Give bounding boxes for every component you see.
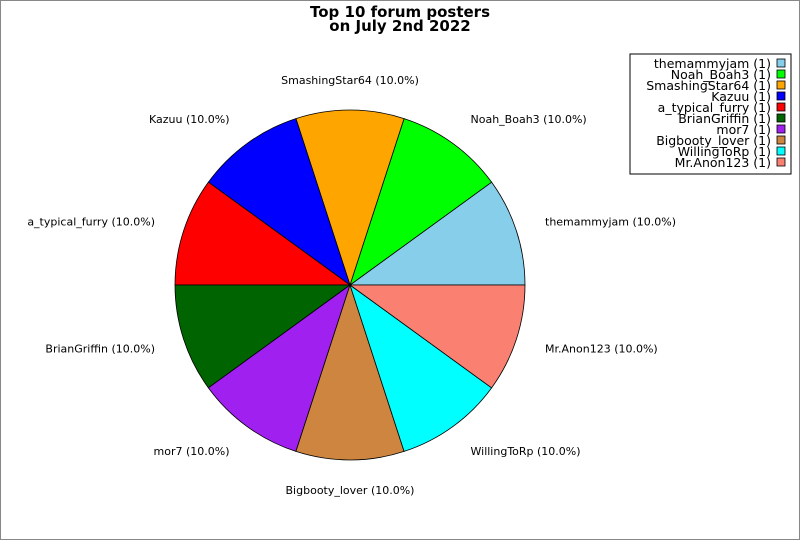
legend-label-kazuu: Kazuu (1) xyxy=(711,89,771,104)
pie-slice-briangriffin xyxy=(174,284,352,389)
legend-swatch-themammyjam xyxy=(776,58,786,68)
legend-swatch-bigbooty-lover xyxy=(776,135,786,145)
legend-swatch-willingtorp xyxy=(776,146,786,156)
legend-swatch-noah-boah3 xyxy=(776,69,786,79)
slice-label-noah-boah3: Noah_Boah3 (10.0%) xyxy=(471,113,587,126)
slice-label-mor7: mor7 (10.0%) xyxy=(154,445,230,458)
pie-slice-kazuu xyxy=(207,118,351,287)
legend: themammyjam (1)Noah_Boah3 (1)SmashingSta… xyxy=(629,53,792,175)
slice-labels: themammyjam (10.0%) Noah_Boah3 (10.0%) Sma… xyxy=(27,74,676,497)
pie-slice-mor7 xyxy=(207,283,351,452)
slice-label-themammyjam: themammyjam (10.0%) xyxy=(545,216,676,229)
pie-slice-bigbooty-lover xyxy=(295,283,405,461)
legend-swatch-kazuu xyxy=(776,91,786,101)
pie-slice-smashingstar64 xyxy=(295,109,405,287)
slice-label-mr-anon123: Mr.Anon123 (10.0%) xyxy=(545,342,658,355)
legend-swatch-mor7 xyxy=(776,124,786,134)
legend-label-briangriffin: BrianGriffin (1) xyxy=(678,111,771,126)
pie-slice-noah-boah3 xyxy=(349,118,493,287)
chart-title-line-2: on July 2nd 2022 xyxy=(329,17,470,35)
legend-label-mor7: mor7 (1) xyxy=(716,122,771,137)
legend-label-noah-boah3: Noah_Boah3 (1) xyxy=(671,67,771,82)
slice-label-kazuu: Kazuu (10.0%) xyxy=(149,113,230,126)
pie-slices xyxy=(174,109,526,461)
pie-slice-mr-anon123 xyxy=(348,284,526,389)
legend-label-themammyjam: themammyjam (1) xyxy=(654,56,771,71)
chart-title: Top 10 forum posters on July 2nd 2022 xyxy=(310,3,490,35)
slice-label-bigbooty-lover: Bigbooty_lover (10.0%) xyxy=(286,484,415,497)
legend-label-mr-anon123: Mr.Anon123 (1) xyxy=(675,155,771,170)
slice-label-smashingstar64: SmashingStar64 (10.0%) xyxy=(281,74,419,87)
slice-label-a-typical-furry: a_typical_furry (10.0%) xyxy=(27,216,155,229)
legend-swatch-a-typical-furry xyxy=(776,102,786,112)
slice-label-willingtorp: WillingToRp (10.0%) xyxy=(471,445,581,458)
legend-label-smashingstar64: SmashingStar64 (1) xyxy=(646,78,771,93)
legend-swatch-mr-anon123 xyxy=(776,157,786,167)
pie-slice-a-typical-furry xyxy=(174,181,352,286)
legend-label-a-typical-furry: a_typical_furry (1) xyxy=(658,100,771,115)
legend-label-willingtorp: WillingToRp (1) xyxy=(678,144,771,159)
chart-title-line-1: Top 10 forum posters xyxy=(310,3,490,21)
legend-swatch-smashingstar64 xyxy=(776,80,786,90)
slice-label-briangriffin: BrianGriffin (10.0%) xyxy=(45,342,155,355)
pie-slice-themammyjam xyxy=(348,181,526,286)
pie-slice-willingtorp xyxy=(349,283,493,452)
legend-label-bigbooty-lover: Bigbooty_lover (1) xyxy=(656,133,771,148)
legend-swatch-briangriffin xyxy=(776,113,786,123)
legend-box xyxy=(629,53,792,175)
